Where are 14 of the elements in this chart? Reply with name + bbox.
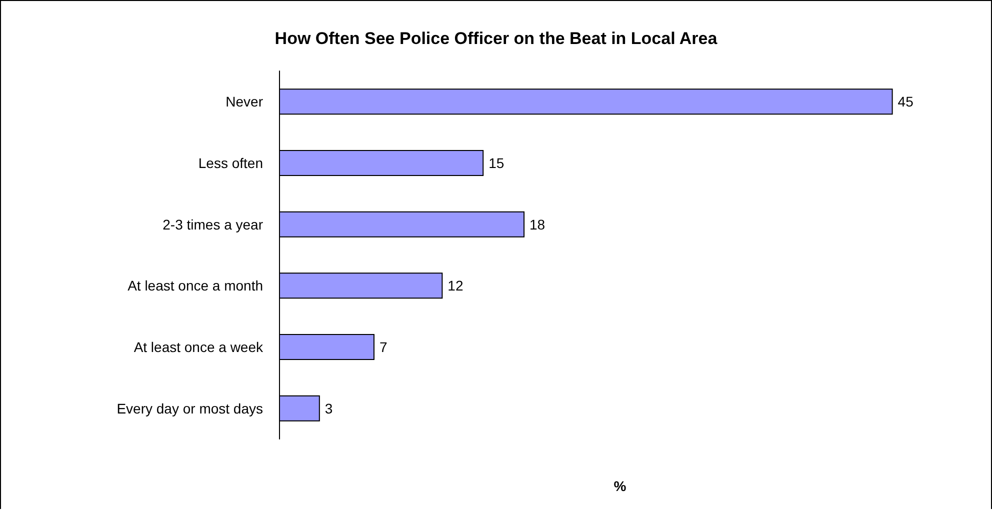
y-tick-label: At least once a month [128,278,263,294]
y-tick-label: Never [226,94,264,110]
data-label: 45 [898,94,914,110]
data-label: 7 [379,339,388,355]
y-tick-label: Less often [198,155,263,171]
data-label: 3 [324,400,333,416]
chart-title: How Often See Police Officer on the Beat in Local Area [274,29,718,48]
data-label: 12 [448,278,464,294]
data-label: 18 [530,216,546,232]
data-label: 15 [488,155,504,171]
y-tick-label: Every day or most days [116,400,263,416]
x-axis-title: % [614,478,627,494]
y-tick-label: 2-3 times a year [162,216,264,232]
y-tick-label: At least once a week [134,339,264,355]
